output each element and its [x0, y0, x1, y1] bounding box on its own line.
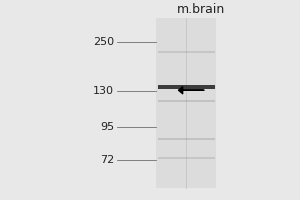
Bar: [158, 51, 214, 53]
Text: m.brain: m.brain: [177, 3, 225, 16]
Text: 250: 250: [93, 37, 114, 47]
Bar: [158, 100, 214, 102]
Text: 130: 130: [93, 86, 114, 96]
Text: 95: 95: [100, 122, 114, 132]
Bar: [158, 85, 214, 89]
Text: 72: 72: [100, 155, 114, 165]
Bar: [156, 18, 216, 188]
Bar: [158, 138, 214, 140]
Bar: [158, 157, 214, 159]
